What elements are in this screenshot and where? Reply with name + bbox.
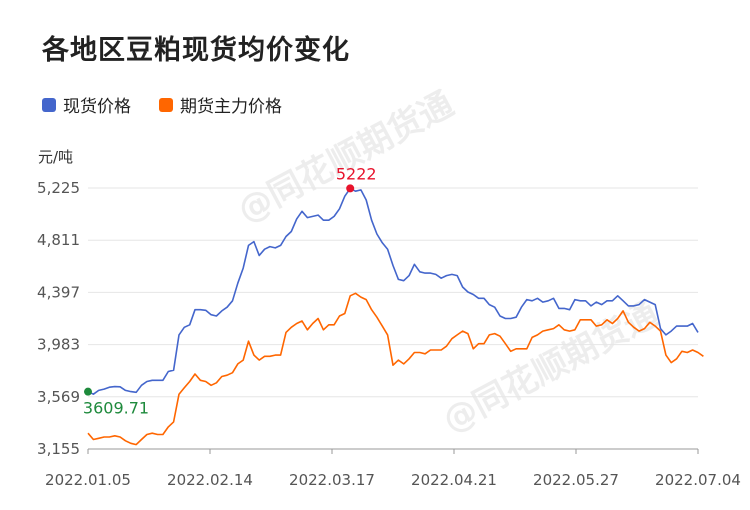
legend-swatch-spot [42,97,56,112]
x-axis: 2022.01.05 2022.02.14 2022.03.17 2022.04.21… [45,449,741,489]
series-line-futures [87,292,704,446]
start-point-marker [84,387,92,396]
chart-legend: 现货价格 期货主力价格 [42,92,282,117]
chart-title: 各地区豆粕现货均价变化 [42,35,350,66]
y-tick-label: 5,225 [37,179,80,197]
legend-item-futures[interactable]: 期货主力价格 [159,92,282,117]
y-tick-label: 3,155 [37,440,80,458]
legend-item-spot[interactable]: 现货价格 [42,92,131,117]
legend-label-futures: 期货主力价格 [180,97,282,117]
y-tick-label: 3,983 [37,336,80,354]
y-tick-labels: 5,225 4,811 4,397 3,983 3,569 3,155 [37,179,80,458]
legend-swatch-futures [159,97,173,112]
y-tick-label: 3,569 [37,388,80,406]
y-axis-unit: 元/吨 [38,148,74,166]
annotation-markers: 5222 3609.71 [83,164,377,417]
x-tick-label: 2022.01.05 [45,471,131,489]
grid-lines [88,187,698,450]
y-tick-label: 4,397 [37,283,80,301]
start-point-label: 3609.71 [83,399,149,418]
max-point-label: 5222 [336,164,377,183]
x-tick-label: 2022.04.21 [411,471,497,489]
x-tick-label: 2022.03.17 [289,471,375,489]
x-tick-label: 2022.07.04 [655,471,741,489]
y-tick-label: 4,811 [37,231,80,249]
max-point-marker [346,184,355,193]
x-tick-label: 2022.02.14 [167,471,253,489]
series-lines [87,187,704,446]
x-tick-label: 2022.05.27 [533,471,619,489]
series-line-spot [87,187,699,396]
legend-label-spot: 现货价格 [63,97,131,117]
